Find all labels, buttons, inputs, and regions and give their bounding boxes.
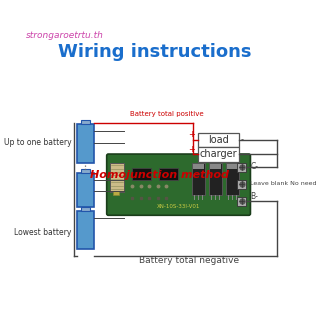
Text: +: + xyxy=(188,145,195,154)
Text: Lowest battery: Lowest battery xyxy=(14,228,72,237)
Text: XN-10S-33I-V01: XN-10S-33I-V01 xyxy=(157,204,200,209)
Text: Leave blank No need: Leave blank No need xyxy=(251,181,317,186)
Bar xyxy=(81,207,90,211)
Text: Battery total negative: Battery total negative xyxy=(139,256,239,265)
Text: Homojunction method: Homojunction method xyxy=(90,170,229,180)
Bar xyxy=(192,163,205,195)
Bar xyxy=(198,147,238,162)
Bar xyxy=(198,133,238,147)
Text: Battery total positive: Battery total positive xyxy=(130,111,203,117)
Text: +: + xyxy=(188,130,195,139)
Bar xyxy=(237,196,246,206)
Bar xyxy=(77,124,94,163)
Text: C-: C- xyxy=(251,162,259,171)
Text: B-: B- xyxy=(251,192,258,201)
Bar xyxy=(110,163,124,192)
Bar xyxy=(77,211,94,249)
Text: charger: charger xyxy=(199,149,237,159)
Bar xyxy=(237,180,246,189)
Bar xyxy=(132,168,151,180)
Bar xyxy=(211,164,221,169)
Text: Wiring instructions: Wiring instructions xyxy=(59,43,252,60)
Text: load: load xyxy=(208,135,228,145)
Bar xyxy=(159,168,178,180)
Bar xyxy=(77,173,94,207)
Bar xyxy=(81,169,90,173)
FancyBboxPatch shape xyxy=(107,154,251,215)
Bar xyxy=(194,164,204,169)
Text: Up to one battery: Up to one battery xyxy=(4,139,72,148)
Bar xyxy=(228,164,238,169)
Text: strongaroetrtu.th: strongaroetrtu.th xyxy=(26,31,104,40)
Text: -: - xyxy=(240,135,243,145)
Bar xyxy=(237,163,246,172)
Bar xyxy=(209,163,222,195)
Bar xyxy=(113,191,119,195)
Text: -: - xyxy=(240,150,243,159)
Bar xyxy=(81,120,90,124)
Bar xyxy=(226,163,239,195)
